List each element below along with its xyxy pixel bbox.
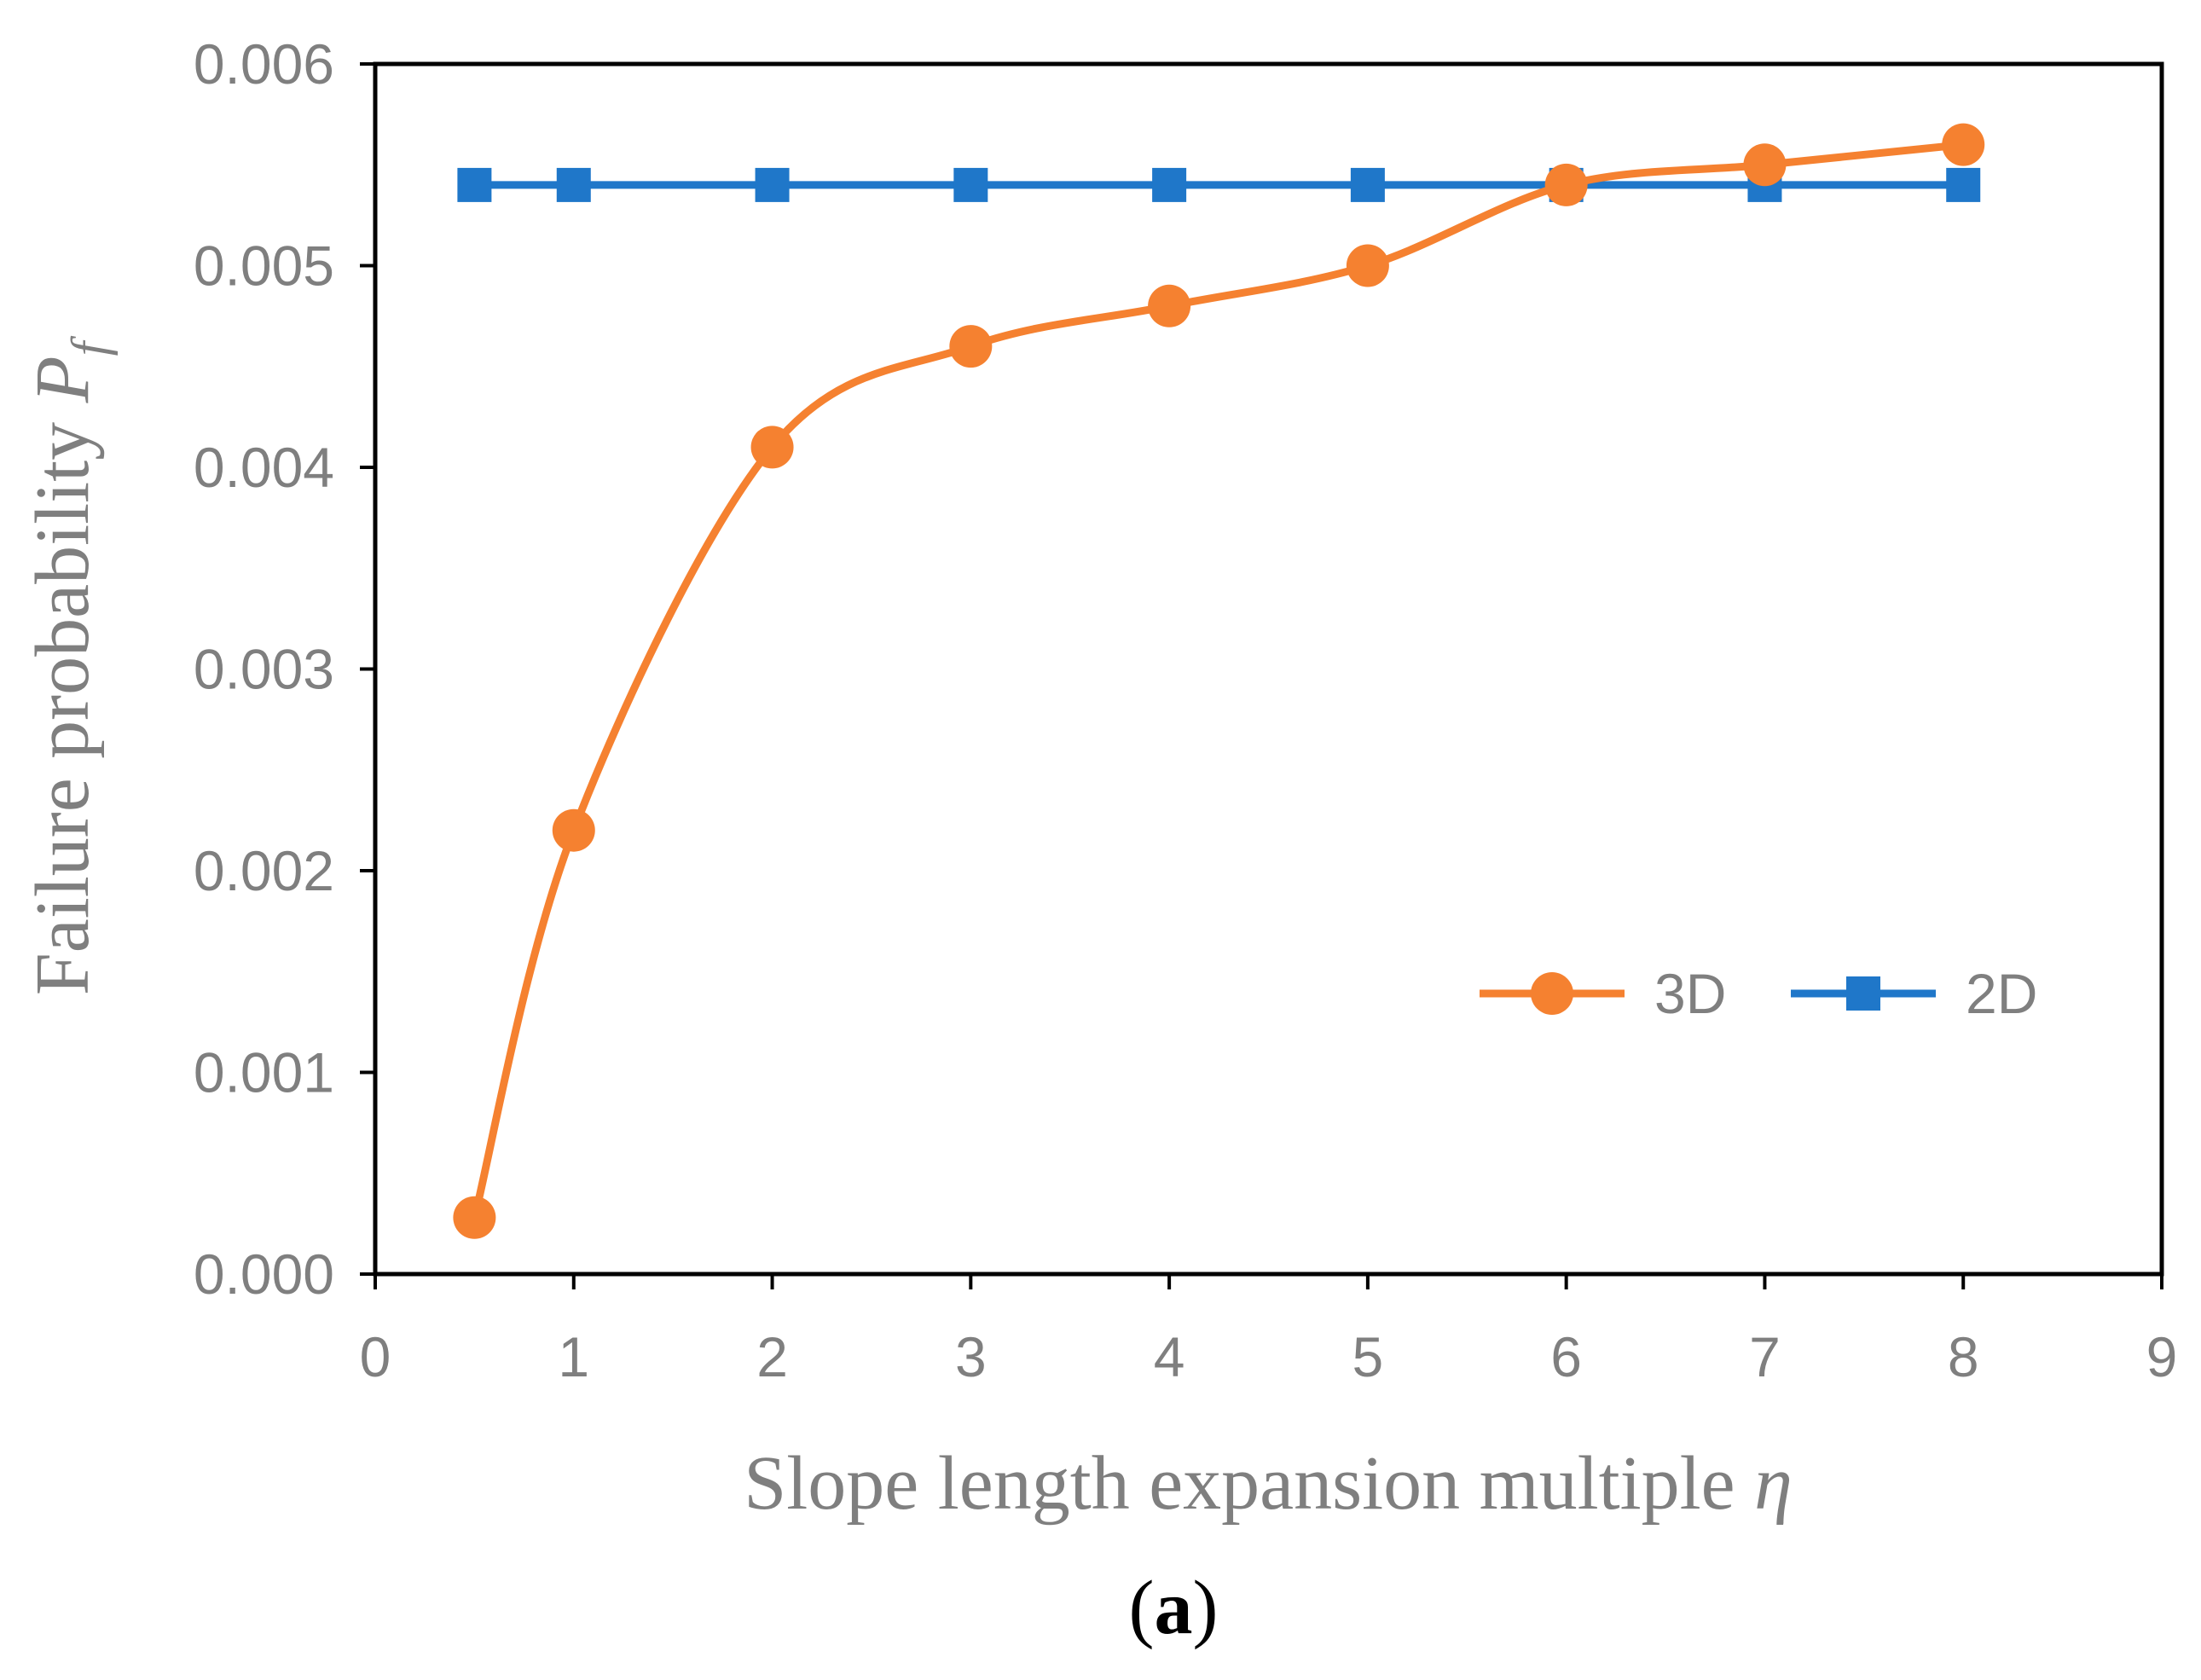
data-point-3d [1743, 143, 1787, 187]
x-tick-label: 4 [1154, 1325, 1185, 1388]
y-axis-ticks: 0.000 0.001 0.002 0.003 0.004 0.005 0.006 [194, 32, 375, 1306]
y-axis-title-symbol: P [20, 356, 105, 403]
legend-label-2d: 2D [1966, 962, 2037, 1025]
legend-entry-2d: 2D [1791, 962, 2037, 1025]
series-3d [453, 123, 1985, 1239]
data-point-2d [755, 167, 790, 202]
y-tick-label: 0.004 [194, 436, 334, 499]
data-point-3d [453, 1196, 496, 1239]
data-point-3d [750, 426, 794, 469]
x-axis-title: Slope length expansion multiple η [744, 1441, 1793, 1526]
subcaption: (a) [1129, 1566, 1219, 1650]
subcaption-open: ( [1129, 1566, 1155, 1650]
series-line-3d [471, 141, 1964, 1219]
x-tick-label: 1 [558, 1325, 589, 1388]
x-tick-label: 0 [360, 1325, 391, 1388]
subcaption-close: ) [1193, 1566, 1219, 1650]
data-point-2d [457, 167, 492, 202]
data-point-2d [1350, 167, 1385, 202]
data-point-3d [1346, 244, 1389, 287]
data-point-2d [556, 167, 591, 202]
legend-marker-3d [1531, 972, 1573, 1015]
data-point-3d [552, 808, 595, 852]
legend-label-3d: 3D [1654, 962, 1726, 1025]
x-tick-label: 6 [1550, 1325, 1582, 1388]
series-layer [453, 123, 1985, 1239]
x-axis-title-text: Slope length expansion multiple [744, 1441, 1754, 1526]
x-tick-label: 2 [756, 1325, 788, 1388]
y-tick-label: 0.005 [194, 235, 334, 298]
data-point-2d [1946, 167, 1981, 202]
data-point-3d [1148, 284, 1191, 327]
y-tick-label: 0.002 [194, 839, 334, 902]
x-tick-label: 9 [2146, 1325, 2178, 1388]
y-axis-title-text: Failure probability [20, 403, 105, 995]
y-axis-title: Failure probability Pf [20, 335, 118, 995]
y-tick-label: 0.006 [194, 32, 334, 96]
data-point-2d [1152, 167, 1187, 202]
x-tick-label: 5 [1352, 1325, 1384, 1388]
y-tick-label: 0.000 [194, 1243, 334, 1306]
legend-marker-2d [1846, 976, 1880, 1011]
y-tick-label: 0.001 [194, 1041, 334, 1104]
x-tick-label: 8 [1948, 1325, 1979, 1388]
x-tick-label: 7 [1749, 1325, 1781, 1388]
data-point-3d [1544, 163, 1588, 206]
x-axis-ticks: 0 1 2 3 4 5 6 7 8 9 [360, 1274, 2178, 1388]
legend-entry-3d: 3D [1480, 962, 1726, 1025]
data-point-2d [953, 167, 988, 202]
y-axis-title-subscript: f [61, 335, 118, 356]
y-tick-label: 0.003 [194, 638, 334, 701]
data-point-3d [1942, 123, 1985, 166]
data-point-3d [949, 325, 993, 368]
subcaption-letter: a [1155, 1566, 1193, 1650]
x-tick-label: 3 [955, 1325, 987, 1388]
legend: 3D 2D [1480, 962, 2037, 1025]
x-axis-title-symbol: η [1754, 1441, 1793, 1526]
